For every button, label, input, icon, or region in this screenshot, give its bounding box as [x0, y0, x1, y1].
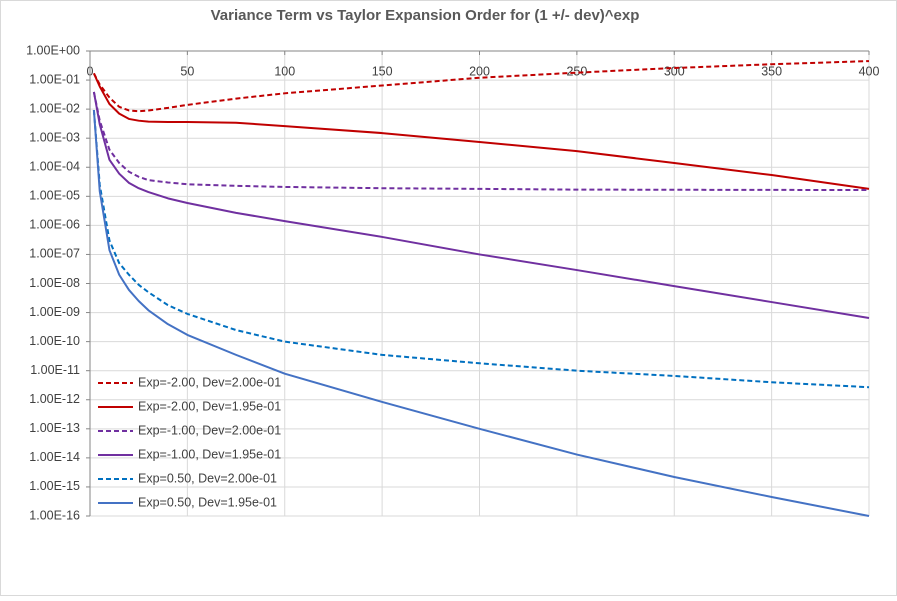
y-tick-label: 1.00E+00 — [26, 43, 80, 57]
y-tick-label: 1.00E-10 — [29, 334, 80, 348]
y-tick-label: 1.00E-05 — [29, 189, 80, 203]
series-line — [92, 91, 870, 319]
plot-area — [92, 60, 870, 517]
series-line — [92, 109, 870, 389]
y-tick-label: 1.00E-12 — [29, 392, 80, 406]
legend-label: Exp=0.50, Dev=1.95e-01 — [138, 495, 277, 509]
y-tick-label: 1.00E-02 — [29, 101, 80, 115]
y-tick-label: 1.00E-06 — [29, 218, 80, 232]
x-tick-label: 250 — [566, 64, 587, 78]
series-line — [92, 109, 870, 517]
y-tick-label: 1.00E-16 — [29, 508, 80, 522]
grid: 1.00E+00 1.00E-01 1.00E-02 1.00E-03 1.00E-04… — [26, 43, 879, 522]
legend-label: Exp=-2.00, Dev=2.00e-01 — [138, 375, 281, 389]
legend: Exp=-2.00, Dev=2.00e-01 Exp=-2.00, Dev=1.… — [98, 375, 281, 509]
y-tick-label: 1.00E-09 — [29, 305, 80, 319]
y-tick-label: 1.00E-03 — [29, 130, 80, 144]
x-tick-label: 100 — [274, 64, 295, 78]
legend-label: Exp=-2.00, Dev=1.95e-01 — [138, 399, 281, 413]
series-line — [92, 72, 870, 190]
chart-title: Variance Term vs Taylor Expansion Order … — [211, 7, 640, 24]
y-tick-label: 1.00E-04 — [29, 160, 80, 174]
legend-label: Exp=-1.00, Dev=2.00e-01 — [138, 423, 281, 437]
x-tick-label: 300 — [664, 64, 685, 78]
legend-label: Exp=-1.00, Dev=1.95e-01 — [138, 447, 281, 461]
x-tick-label: 400 — [859, 64, 880, 78]
series-line — [92, 91, 870, 191]
y-tick-label: 1.00E-14 — [29, 450, 80, 464]
y-tick-label: 1.00E-01 — [29, 72, 80, 86]
x-tick-label: 150 — [372, 64, 393, 78]
x-tick-label: 50 — [180, 64, 194, 78]
y-tick-label: 1.00E-13 — [29, 421, 80, 435]
legend-label: Exp=0.50, Dev=2.00e-01 — [138, 471, 277, 485]
x-tick-label: 350 — [761, 64, 782, 78]
y-tick-label: 1.00E-11 — [30, 363, 80, 377]
y-tick-label: 1.00E-15 — [29, 479, 80, 493]
y-tick-label: 1.00E-08 — [29, 276, 80, 290]
x-tick-label: 200 — [469, 64, 490, 78]
y-tick-label: 1.00E-07 — [29, 247, 80, 261]
